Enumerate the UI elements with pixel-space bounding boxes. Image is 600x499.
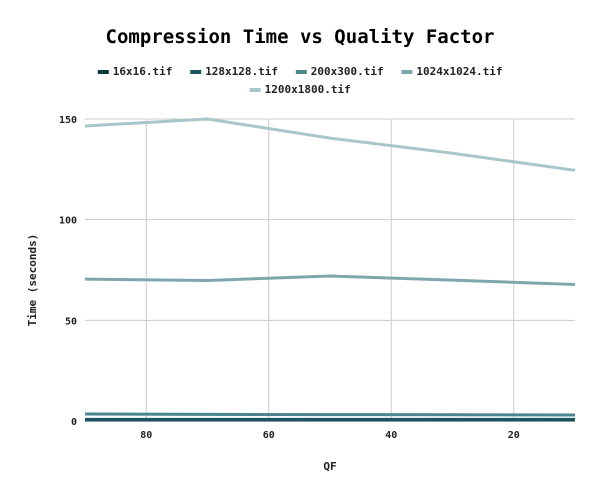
x-axis-ticks: 80 60 40 20 <box>140 430 520 441</box>
series-line-1024x1024-tif <box>84 274 576 286</box>
legend-swatch <box>190 70 202 74</box>
x-axis-label: QF <box>323 460 336 473</box>
legend: 16x16.tif 128x128.tif 200x300.tif 1024x1024… <box>97 65 502 96</box>
legend-label: 128x128.tif <box>205 65 278 78</box>
legend-swatch <box>249 88 261 92</box>
legend-label: 200x300.tif <box>311 65 384 78</box>
grid <box>85 118 575 422</box>
y-axis-ticks: 0 50 100 150 <box>59 115 77 428</box>
y-axis-label: Time (seconds) <box>26 234 39 327</box>
legend-item: 1024x1024.tif <box>401 65 502 78</box>
x-tick-label: 60 <box>263 430 275 441</box>
legend-swatch <box>295 70 307 74</box>
legend-item: 128x128.tif <box>190 65 278 78</box>
y-tick-label: 150 <box>59 115 77 126</box>
series-lines <box>84 117 576 422</box>
legend-swatch <box>97 70 109 74</box>
x-tick-label: 80 <box>140 430 152 441</box>
legend-item: 200x300.tif <box>295 65 384 78</box>
legend-label: 16x16.tif <box>113 65 173 78</box>
legend-label: 1200x1800.tif <box>265 83 351 96</box>
series-line-200x300-tif <box>84 412 576 417</box>
y-tick-label: 0 <box>71 417 77 428</box>
x-tick-label: 20 <box>508 430 520 441</box>
y-tick-label: 100 <box>59 216 77 227</box>
chart-title: Compression Time vs Quality Factor <box>106 26 495 48</box>
y-tick-label: 50 <box>65 316 77 327</box>
legend-swatch <box>401 70 413 74</box>
legend-label: 1024x1024.tif <box>416 65 502 78</box>
legend-item: 1200x1800.tif <box>249 83 351 96</box>
legend-item: 16x16.tif <box>97 65 173 78</box>
series-line-1200x1800-tif <box>84 117 576 172</box>
x-tick-label: 40 <box>385 430 397 441</box>
